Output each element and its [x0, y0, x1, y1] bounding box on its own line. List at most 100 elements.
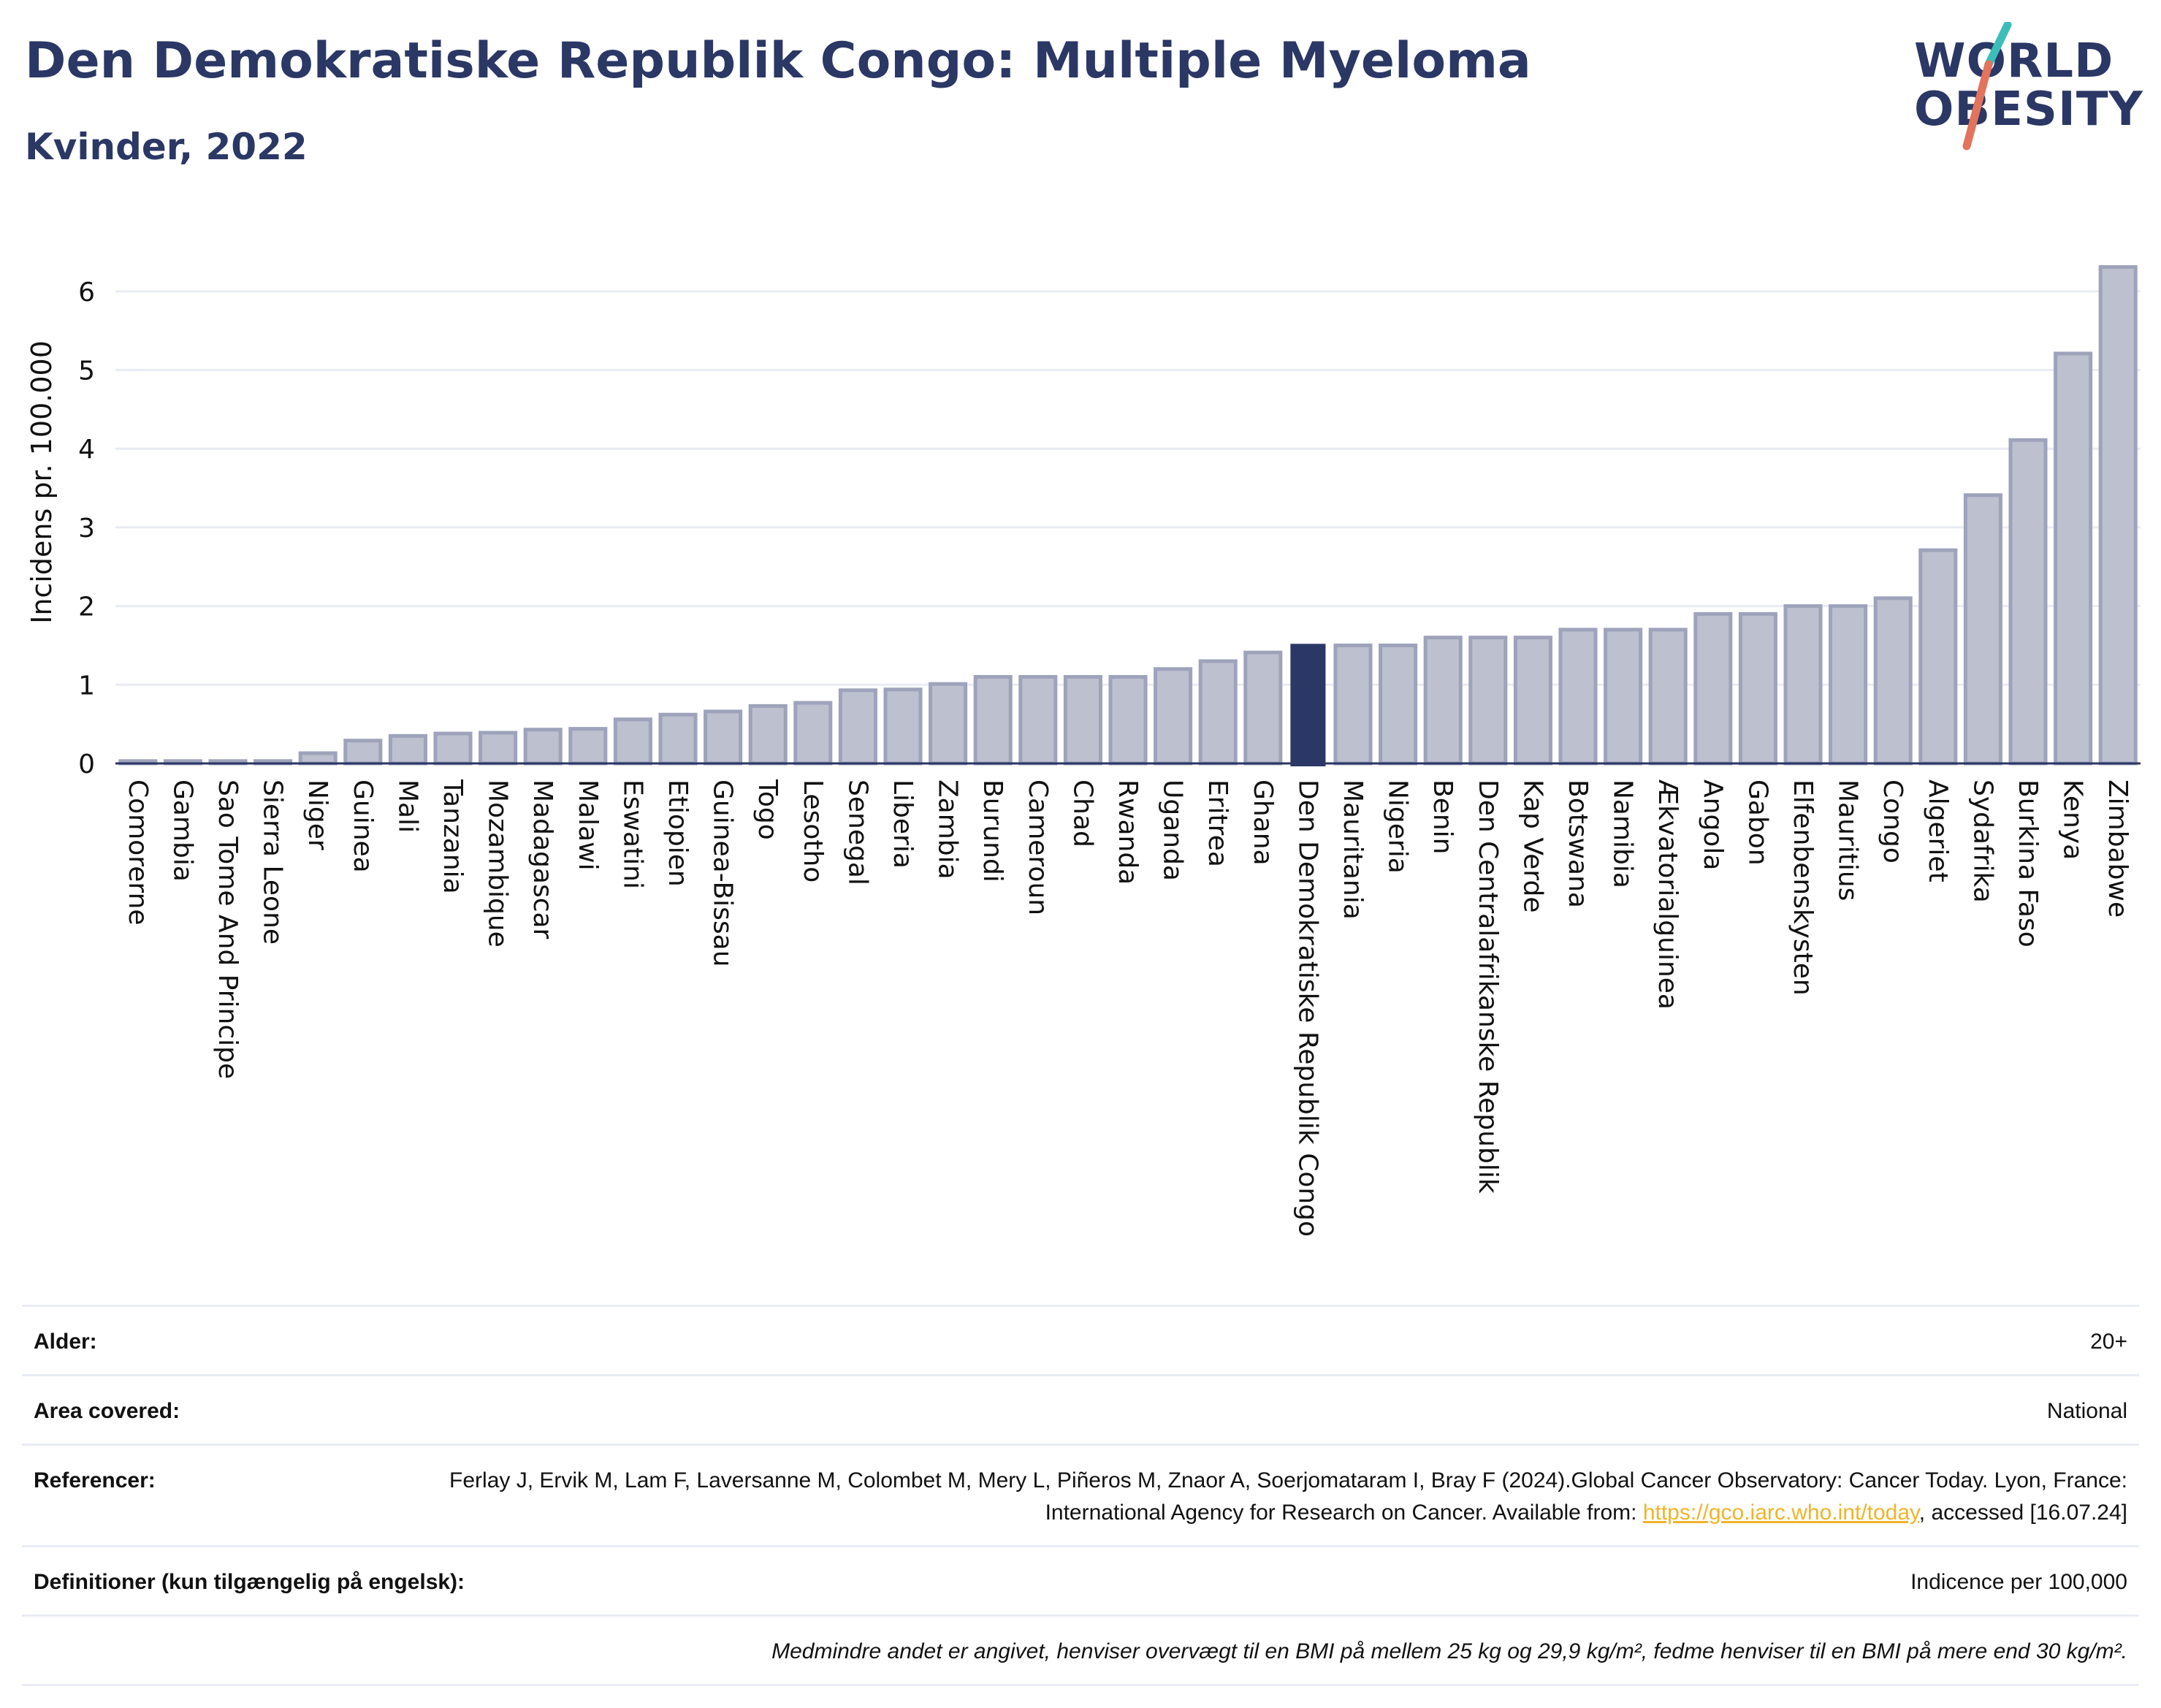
- references-label: Referencer:: [34, 1468, 156, 1492]
- bmi-note: Medmindre andet er angivet, henviser ove…: [771, 1639, 2127, 1663]
- info-row-area: Area covered: National: [22, 1374, 2139, 1444]
- x-tick-label: Burkina Faso: [2013, 779, 2043, 948]
- x-tick-label: Namibia: [1608, 779, 1638, 888]
- x-tick-label: Den Demokratiske Republik Congo: [1292, 779, 1322, 1237]
- x-tick-label: Mozambique: [483, 779, 513, 948]
- info-row-age: Alder: 20+: [22, 1305, 2139, 1374]
- bar-sydafrika: [1963, 493, 2002, 766]
- x-tick-label: Zambia: [933, 779, 963, 880]
- x-tick-label: Lesotho: [798, 779, 828, 882]
- x-tick-label: Cameroun: [1023, 779, 1053, 915]
- bar-gabon: [1738, 611, 1777, 766]
- x-tick-label: Kenya: [2058, 779, 2088, 860]
- age-label: Alder:: [34, 1330, 97, 1354]
- bar-mauritius: [1829, 604, 1868, 766]
- x-tick-label: Malawi: [573, 779, 603, 871]
- bar-namibia: [1604, 628, 1643, 766]
- bar-ækvatorialguinea: [1648, 628, 1688, 766]
- x-tick-label: Angola: [1698, 779, 1728, 870]
- y-tick-label: 2: [78, 592, 95, 622]
- bar-rwanda: [1108, 675, 1148, 766]
- bar-eswatini: [613, 717, 652, 766]
- references-value: Ferlay J, Ervik M, Lam F, Laversanne M, …: [447, 1465, 2127, 1529]
- bar-niger: [298, 751, 338, 766]
- bar-guinea: [343, 739, 383, 766]
- x-tick-label: Liberia: [888, 779, 918, 869]
- references-text: Ferlay J, Ervik M, Lam F, Laversanne M, …: [449, 1468, 2127, 1525]
- y-tick-label: 6: [78, 278, 95, 308]
- x-tick-label: Togo: [752, 779, 782, 840]
- x-tick-label: Mali: [392, 779, 422, 833]
- bar-zambia: [929, 682, 968, 766]
- bar-nigeria: [1379, 643, 1418, 766]
- bar-chad: [1063, 675, 1102, 766]
- bar-mali: [388, 733, 427, 766]
- x-tick-label: Mauritania: [1338, 779, 1368, 920]
- x-tick-label: Guinea: [348, 779, 378, 873]
- x-tick-label: Guinea-Bissau: [708, 779, 738, 967]
- y-tick-label: 5: [78, 357, 95, 386]
- bar-kap-verde: [1513, 636, 1552, 766]
- bar-malawi: [568, 727, 608, 766]
- x-tick-label: Botswana: [1563, 779, 1593, 908]
- x-tick-label: Madagascar: [527, 779, 557, 939]
- x-tick-label: Burundi: [977, 779, 1007, 882]
- world-obesity-logo: WORLD OBESITY: [1899, 22, 2148, 153]
- definitions-value: Indicence per 100,000: [1910, 1570, 2127, 1594]
- bar-congo: [1873, 596, 1913, 766]
- x-tick-label: Eswatini: [617, 779, 647, 889]
- bar-botswana: [1558, 628, 1598, 766]
- y-axis-ticks: 0 1 2 3 4 5 6: [78, 278, 95, 779]
- info-row-references: Referencer: Ferlay J, Ervik M, Lam F, La…: [22, 1444, 2139, 1545]
- info-table: Alder: 20+ Area covered: National Refere…: [22, 1305, 2139, 1686]
- bar-guinea-bissau: [704, 709, 743, 766]
- bar-algeriet: [1918, 548, 1958, 766]
- bar-angola: [1693, 611, 1733, 766]
- bars: [118, 264, 2138, 766]
- area-label: Area covered:: [34, 1399, 180, 1423]
- bar-lesotho: [793, 701, 833, 766]
- logo-text-obesity: OBESITY: [1914, 83, 2143, 137]
- chart-title: Den Demokratiske Republik Congo: Multipl…: [25, 32, 1531, 90]
- x-tick-label: Uganda: [1158, 779, 1188, 881]
- x-tick-label: Rwanda: [1113, 779, 1143, 885]
- references-accessed: , accessed [16.07.24]: [1918, 1501, 2127, 1525]
- x-tick-label: Niger: [302, 779, 332, 850]
- x-axis-labels: Comorerne Gambia Sao Tome And Principe Sier…: [123, 779, 2133, 1237]
- x-tick-label: Tanzania: [438, 779, 468, 894]
- x-tick-label: Elfenbenskysten: [1788, 779, 1818, 996]
- bar-liberia: [883, 687, 923, 766]
- bar-tanzania: [433, 731, 473, 766]
- bar-mozambique: [479, 731, 518, 766]
- x-tick-label: Gambia: [167, 779, 197, 882]
- x-tick-label: Ghana: [1248, 779, 1278, 866]
- bar-benin: [1423, 636, 1463, 766]
- x-tick-label: Comorerne: [123, 779, 153, 926]
- x-tick-label: Senegal: [842, 779, 872, 885]
- x-tick-label: Sierra Leone: [258, 779, 288, 945]
- info-row-note: Medmindre andet er angivet, henviser ove…: [22, 1614, 2139, 1686]
- bar-den-centralafrikanske-republik: [1468, 636, 1508, 766]
- x-tick-label: Nigeria: [1383, 779, 1413, 874]
- x-tick-label: Den Centralafrikanske Republik: [1473, 779, 1503, 1194]
- x-tick-label: Sao Tome And Principe: [213, 779, 243, 1079]
- chart-subtitle: Kvinder, 2022: [25, 126, 308, 168]
- x-tick-label: Gabon: [1742, 779, 1772, 866]
- y-tick-label: 1: [78, 671, 95, 701]
- definitions-label: Definitioner (kun tilgængelig på engelsk…: [34, 1570, 465, 1594]
- bar-zimbabwe: [2098, 264, 2138, 766]
- bar-eritrea: [1198, 659, 1238, 766]
- gco-link[interactable]: https://gco.iarc.who.int/today: [1642, 1501, 1919, 1525]
- bar-senegal: [838, 688, 877, 766]
- bar-burundi: [973, 675, 1013, 766]
- bar-ghana: [1243, 650, 1283, 766]
- x-tick-label: Kap Verde: [1517, 779, 1547, 912]
- x-tick-label: Eritrea: [1203, 779, 1232, 867]
- bar-chart: 0 1 2 3 4 5 6 Comorerne Gambia Sao Tome And Prin…: [26, 264, 2141, 1237]
- logo-slash-icon: [1962, 22, 2012, 150]
- x-tick-label: Ækvatorialguinea: [1653, 779, 1682, 1010]
- info-row-definitions: Definitioner (kun tilgængelig på engelsk…: [22, 1545, 2139, 1614]
- bar-togo: [748, 704, 788, 766]
- bar-cameroun: [1018, 675, 1058, 766]
- bar-madagascar: [523, 728, 563, 766]
